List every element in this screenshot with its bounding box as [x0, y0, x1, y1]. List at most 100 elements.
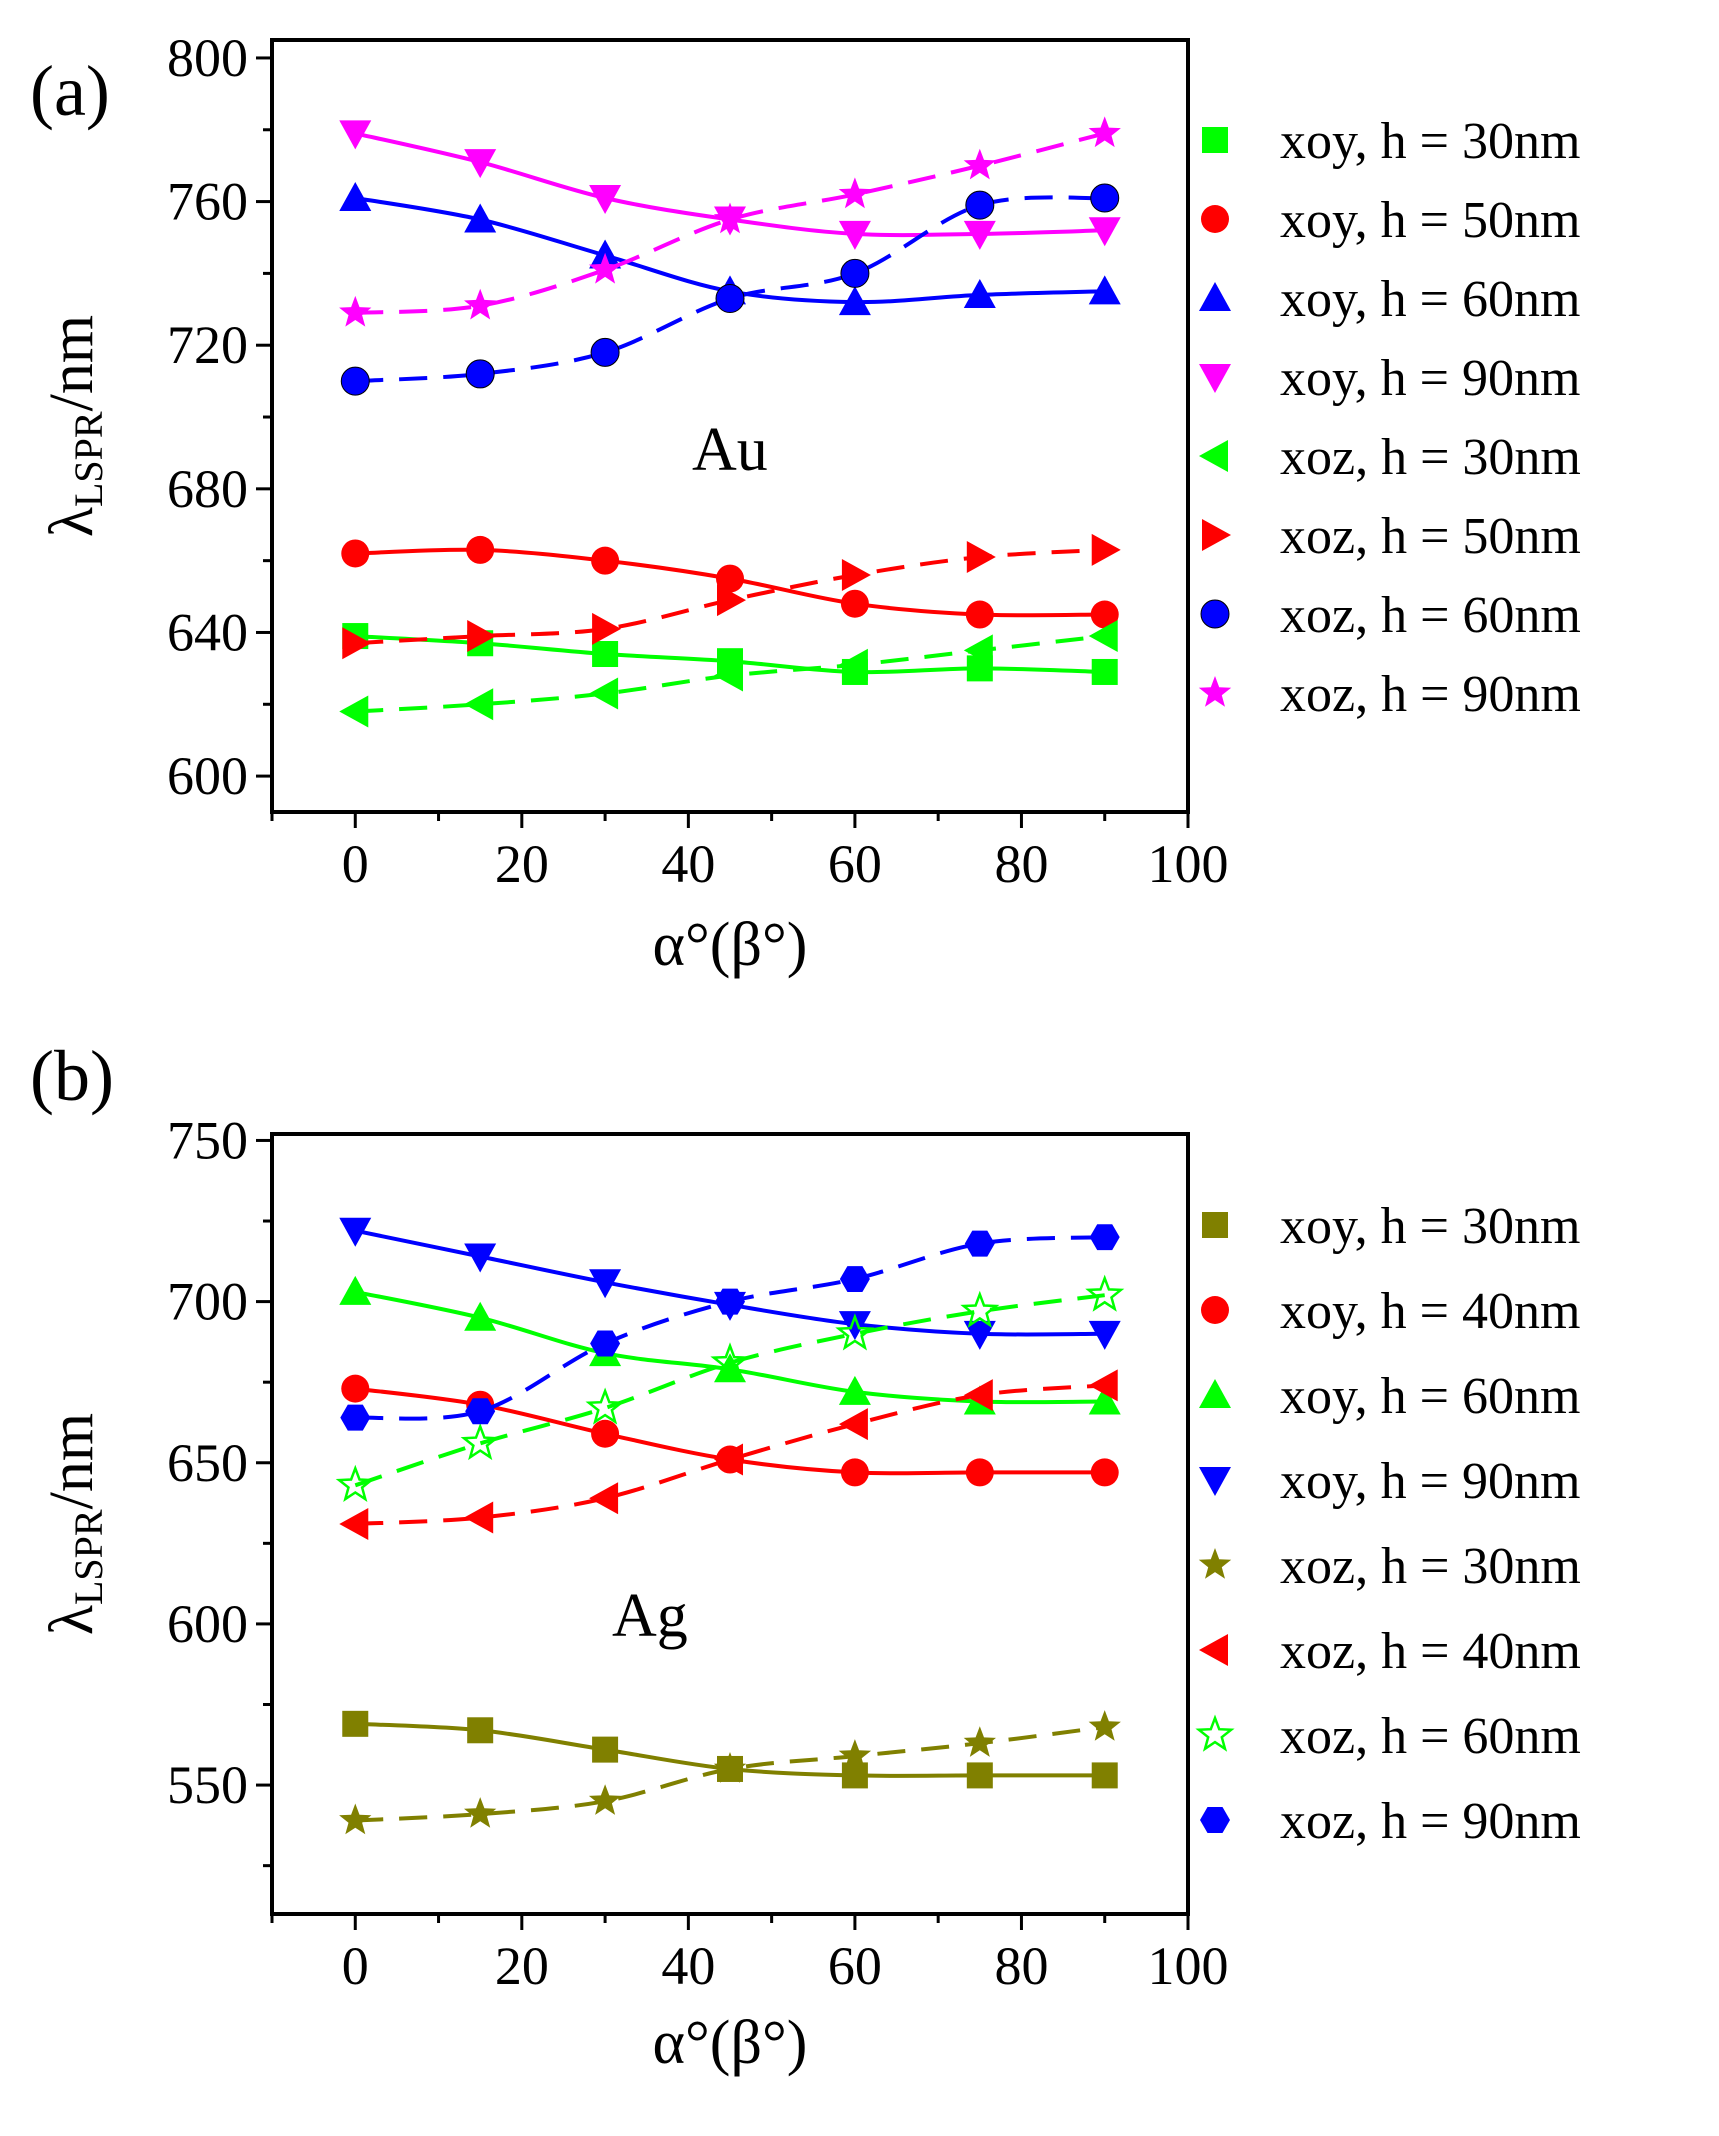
legend-marker: [1198, 1548, 1232, 1579]
data-point: [963, 634, 993, 667]
data-point: [589, 1269, 622, 1299]
data-point: [1088, 1369, 1118, 1402]
data-point: [467, 1717, 494, 1744]
data-point: [464, 1797, 497, 1828]
legend-marker: [1199, 1467, 1231, 1496]
data-point: [588, 1784, 622, 1815]
data-point: [716, 564, 744, 593]
data-point: [838, 1408, 868, 1441]
legend-item: xoz, h = 90nm: [1198, 666, 1581, 723]
data-point: [1089, 1224, 1120, 1251]
data-point: [838, 286, 871, 316]
legend: xoy, h = 30nm xoy, h = 50nm xoy, h = 60nm x…: [1198, 113, 1581, 723]
legend-marker: [1201, 205, 1229, 233]
data-point: [1091, 1762, 1118, 1789]
y-tick-label: 600: [167, 746, 248, 806]
x-tick-label: 100: [1148, 834, 1229, 894]
data-point: [717, 584, 746, 617]
legend-item: xoy, h = 90nm: [1199, 1453, 1580, 1510]
legend-label: xoz, h = 50nm: [1280, 508, 1581, 565]
data-point: [838, 1311, 871, 1341]
data-point: [342, 1710, 369, 1737]
legend-label: xoy, h = 30nm: [1280, 113, 1580, 170]
legend-item: xoz, h = 40nm: [1199, 1623, 1581, 1680]
data-point: [340, 366, 370, 396]
data-point: [585, 1387, 625, 1425]
x-tick-label: 80: [994, 1936, 1048, 1996]
data-point: [466, 535, 495, 564]
series: [339, 620, 1118, 728]
data-point: [339, 1275, 372, 1305]
legend-item: xoz, h = 30nm: [1199, 429, 1581, 486]
legend-item: xoy, h = 60nm: [1199, 1368, 1580, 1425]
data-point: [1090, 1458, 1119, 1487]
legend-label: xoz, h = 30nm: [1280, 1538, 1581, 1595]
data-point: [464, 1501, 494, 1534]
legend-label: xoz, h = 40nm: [1280, 1623, 1581, 1680]
y-axis-label: λLSPR/nm: [38, 1413, 111, 1635]
data-point: [710, 1342, 750, 1380]
y-tick-label: 640: [167, 602, 248, 662]
legend-marker: [1199, 440, 1228, 472]
series: [335, 1274, 1125, 1502]
legend-label: xoy, h = 90nm: [1280, 350, 1580, 407]
legend-marker: [1195, 1714, 1235, 1752]
data-point: [339, 295, 372, 327]
x-tick-label: 100: [1148, 1936, 1229, 1996]
legend: xoy, h = 30nm xoy, h = 40nm xoy, h = 60nm x…: [1195, 1198, 1581, 1850]
legend-label: xoy, h = 60nm: [1280, 271, 1580, 328]
panel-a: (a) 0 20 40 60 80 100 600 640 680 720 760 800 Au α°…: [30, 28, 1581, 979]
data-point: [464, 688, 494, 721]
material-annotation: Ag: [612, 1582, 688, 1650]
y-tick-label: 550: [167, 1755, 248, 1815]
panel-label: (a): [30, 51, 110, 131]
x-tick-label: 40: [661, 1936, 715, 1996]
x-tick-label: 0: [342, 1936, 369, 1996]
legend-item: xoz, h = 30nm: [1198, 1538, 1581, 1595]
legend-label: xoy, h = 30nm: [1280, 1198, 1580, 1255]
legend-label: xoz, h = 60nm: [1280, 587, 1581, 644]
data-point: [838, 648, 868, 681]
data-point: [1088, 217, 1121, 247]
data-point: [966, 541, 996, 574]
data-point: [1085, 1274, 1125, 1312]
data-point: [713, 1752, 747, 1783]
series-layer: [335, 1217, 1125, 1835]
data-point: [965, 600, 994, 629]
data-point: [591, 546, 620, 575]
data-point: [339, 695, 369, 728]
data-point: [465, 359, 495, 389]
data-point: [714, 1443, 743, 1476]
data-point: [840, 1458, 869, 1487]
data-point: [460, 1422, 500, 1461]
data-point: [840, 258, 870, 288]
data-point: [339, 1217, 372, 1247]
y-tick-label: 680: [167, 459, 248, 519]
legend-marker: [1202, 519, 1231, 551]
y-tick-label: 700: [167, 1272, 248, 1332]
data-point: [839, 1266, 870, 1292]
data-point: [965, 190, 995, 220]
series: [342, 1710, 1118, 1789]
legend-label: xoy, h = 50nm: [1280, 192, 1580, 249]
plot-frame: [270, 38, 1190, 814]
legend-marker: [1199, 282, 1231, 311]
axes: 0 20 40 60 80 100 600 640 680 720 760 800: [167, 28, 1229, 894]
data-point: [714, 659, 743, 692]
data-point: [963, 1379, 993, 1412]
data-point: [589, 1482, 619, 1515]
x-tick-label: 40: [661, 834, 715, 894]
y-axis-label: λLSPR/nm: [38, 315, 111, 537]
legend-label: xoz, h = 60nm: [1280, 1708, 1581, 1765]
data-point: [835, 1313, 875, 1351]
data-point: [589, 184, 622, 214]
data-point: [838, 220, 871, 250]
data-point: [713, 202, 747, 234]
data-point: [840, 589, 869, 618]
legend-label: xoy, h = 40nm: [1280, 1283, 1580, 1340]
legend-item: xoy, h = 60nm: [1199, 271, 1580, 328]
data-point: [592, 1736, 619, 1763]
data-point: [592, 641, 619, 668]
data-point: [339, 120, 372, 150]
